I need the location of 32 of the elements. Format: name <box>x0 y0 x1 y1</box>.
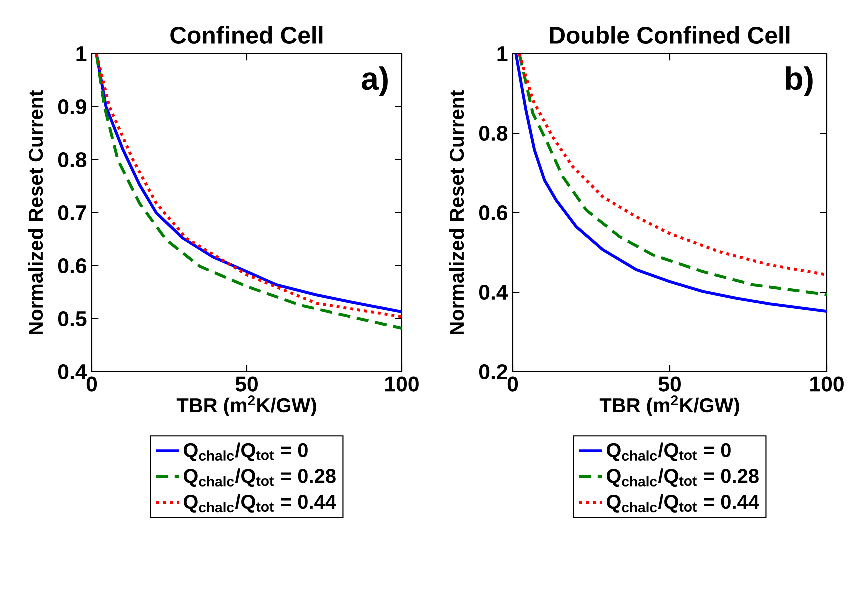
legend-label: Q$_{chalc}$/Q$_{tot}$ = 0 <box>606 442 731 462</box>
y-tick-label: 0.4 <box>58 364 88 380</box>
y-tick-label: 0.5 <box>58 311 87 327</box>
chart-title: Double Confined Cell <box>550 26 790 44</box>
y-axis-title: Normalized Reset Current <box>28 90 44 334</box>
legend-label: Q$_{chalc}$/Q$_{tot}$ = 0.28 <box>606 468 759 488</box>
annotation: b) <box>786 66 813 97</box>
x-axis-title: TBR (m$^{2}$K/GW) <box>600 396 740 417</box>
chart-title: Confined Cell <box>170 26 323 44</box>
y-tick-label: 1 <box>498 46 508 62</box>
x-tick-label: 50 <box>236 376 258 392</box>
x-tick-label: 100 <box>810 376 844 392</box>
y-tick-label: 0.7 <box>58 205 86 221</box>
legend-label: Q$_{chalc}$/Q$_{tot}$ = 0.44 <box>606 494 760 513</box>
y-tick-label: 0.2 <box>479 364 508 380</box>
legend-label: Q$_{chalc}$/Q$_{tot}$ = 0.44 <box>184 494 336 513</box>
x-tick-label: 0 <box>86 376 98 392</box>
x-axis-title: TBR (m$^{2}$K/GW) <box>176 396 316 417</box>
y-tick-label: 0.6 <box>58 258 87 274</box>
y-tick-label: 0.6 <box>479 205 508 221</box>
y-tick-label: 0.8 <box>479 126 508 142</box>
y-tick-label: 1 <box>76 46 87 62</box>
y-axis-title: Normalized Reset Current <box>449 90 464 334</box>
x-tick-label: 100 <box>386 376 419 392</box>
y-tick-label: 0.4 <box>479 284 508 300</box>
legend-label: Q$_{chalc}$/Q$_{tot}$ = 0 <box>184 442 308 462</box>
x-tick-label: 0 <box>508 376 518 392</box>
legend-label: Q$_{chalc}$/Q$_{tot}$ = 0.28 <box>184 468 336 488</box>
y-tick-label: 0.9 <box>58 99 86 115</box>
x-tick-label: 50 <box>658 376 681 392</box>
annotation: a) <box>362 66 388 96</box>
y-tick-label: 0.8 <box>58 152 87 168</box>
